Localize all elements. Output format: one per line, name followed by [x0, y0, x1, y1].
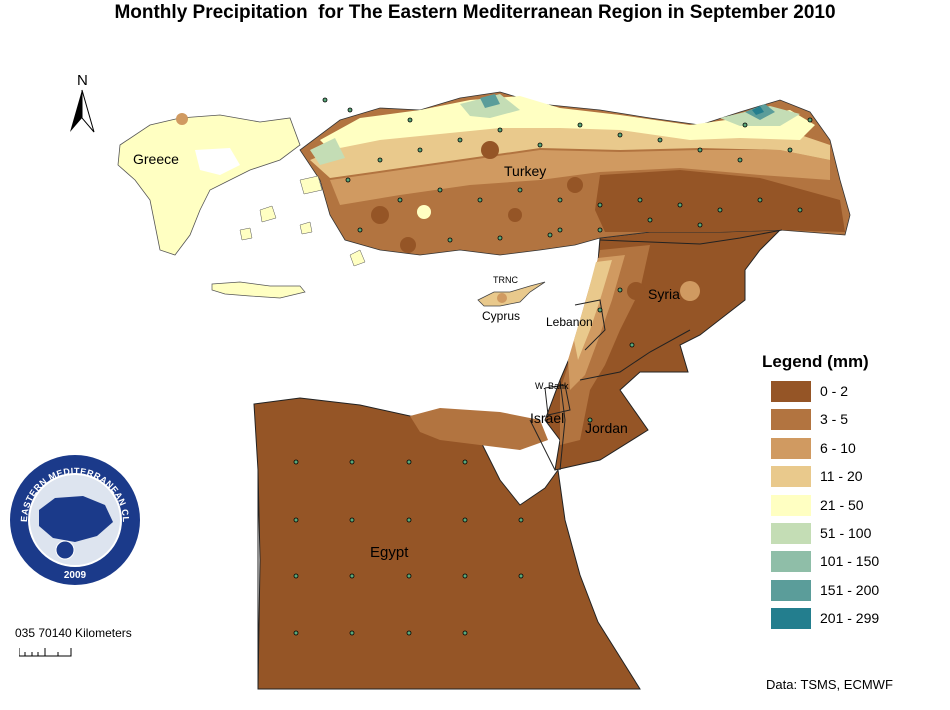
- turkey-dry-spot: [400, 237, 416, 253]
- legend-swatch: [771, 466, 811, 488]
- levant-band-2: [568, 255, 625, 390]
- turkey-band-medium: [330, 150, 830, 205]
- label-israel: Israel: [530, 410, 564, 426]
- legend-label: 151 - 200: [820, 581, 880, 598]
- map-title: Monthly Precipitation for The Eastern Me…: [114, 2, 836, 23]
- label-syria: Syria: [648, 286, 680, 302]
- legend-items: 0 - 2 3 - 5 6 - 10 11 - 20 21 - 50 51 - 100 10…: [762, 381, 932, 637]
- label-turkey: Turkey: [504, 163, 546, 179]
- label-cyprus: Cyprus: [482, 309, 520, 323]
- label-egypt: Egypt: [370, 544, 409, 561]
- legend-swatch: [771, 579, 811, 601]
- aegean-island: [299, 221, 313, 235]
- legend-row: 6 - 10: [762, 437, 932, 466]
- legend-label: 6 - 10: [820, 439, 856, 456]
- legend-swatch: [771, 381, 811, 402]
- turkey-band-dry: [595, 170, 845, 232]
- israel-jordan-border: [559, 379, 566, 471]
- levant-band-1: [560, 245, 650, 445]
- aegean-island: [239, 227, 253, 241]
- aegean-island: [259, 205, 277, 223]
- turkey-dry-spot: [567, 177, 583, 193]
- legend-row: 201 - 299: [762, 608, 932, 636]
- legend-label: 101 - 150: [820, 553, 880, 570]
- legend-row: 11 - 20: [762, 466, 932, 494]
- syria-jordan-border: [579, 329, 691, 381]
- data-source: Data: TSMS, ECMWF: [766, 677, 893, 692]
- lebanon-border: [574, 299, 606, 351]
- scale-bar: 035 70140 Kilometers: [15, 626, 175, 658]
- rhodes-region: [349, 249, 366, 267]
- station-dots: [293, 97, 813, 636]
- greece-gulf: [195, 148, 240, 175]
- north-label: N: [77, 72, 88, 89]
- label-trnc: TRNC: [493, 275, 518, 285]
- legend-row: 0 - 2: [762, 381, 932, 409]
- egypt-israel-border: [529, 419, 556, 471]
- greece-dry-spot: [176, 113, 188, 125]
- sinai-band: [410, 408, 548, 450]
- north-arrow-icon: [70, 90, 82, 132]
- legend-label: 21 - 50: [820, 496, 864, 513]
- syria-light-spot: [680, 281, 700, 301]
- turkey-band-wet: [320, 96, 815, 150]
- legend-row: 3 - 5: [762, 409, 932, 437]
- turkey-syria-border: [599, 229, 783, 245]
- legend-row: 51 - 100: [762, 522, 932, 551]
- levant-band-3: [574, 260, 612, 360]
- legend-swatch: [771, 494, 811, 516]
- west-bank-border: [544, 384, 571, 416]
- legend-label: 51 - 100: [820, 524, 872, 541]
- syria-dry-spot: [627, 282, 645, 300]
- aegean-island: [299, 175, 323, 195]
- legend-row: 101 - 150: [762, 551, 932, 579]
- label-lebanon: Lebanon: [546, 315, 593, 329]
- logo-year: 2009: [64, 570, 87, 581]
- emcc-logo: EASTERN MEDITERRANEAN CLIMATE CENTRE 200…: [1, 442, 145, 595]
- legend-swatch: [771, 522, 811, 544]
- turkey-wet-spot: [417, 205, 431, 219]
- legend-swatch: [771, 409, 811, 431]
- turkey-dry-spot: [508, 208, 522, 222]
- legend-label: 3 - 5: [820, 411, 849, 428]
- north-arrow: N: [64, 70, 100, 141]
- label-greece: Greece: [133, 151, 179, 167]
- legend-row: 151 - 200: [762, 579, 932, 608]
- scale-ruler: [19, 648, 72, 657]
- legend: Legend (mm) 0 - 2 3 - 5 6 - 10 11 - 20 21 - …: [762, 352, 932, 637]
- legend-swatch: [771, 437, 811, 459]
- legend-label: 0 - 2: [820, 383, 849, 399]
- turkey-dry-spot: [371, 206, 389, 224]
- turkey-extreme-wet: [752, 106, 764, 115]
- crete-region: [211, 281, 306, 299]
- legend-row: 21 - 50: [762, 494, 932, 523]
- label-west-bank: W. Bank: [535, 381, 569, 391]
- legend-swatch: [771, 608, 811, 630]
- greece-region: [117, 114, 301, 256]
- legend-label: 201 - 299: [820, 610, 880, 627]
- turkey-dry-spot: [481, 141, 499, 159]
- scale-text: 035 70140 Kilometers: [15, 626, 132, 640]
- legend-label: 11 - 20: [820, 468, 863, 485]
- cyprus-dry-spot: [497, 293, 507, 303]
- cyprus-region: [477, 281, 546, 307]
- label-jordan: Jordan: [585, 420, 628, 436]
- legend-title: Legend (mm): [762, 352, 869, 371]
- legend-swatch: [771, 551, 811, 573]
